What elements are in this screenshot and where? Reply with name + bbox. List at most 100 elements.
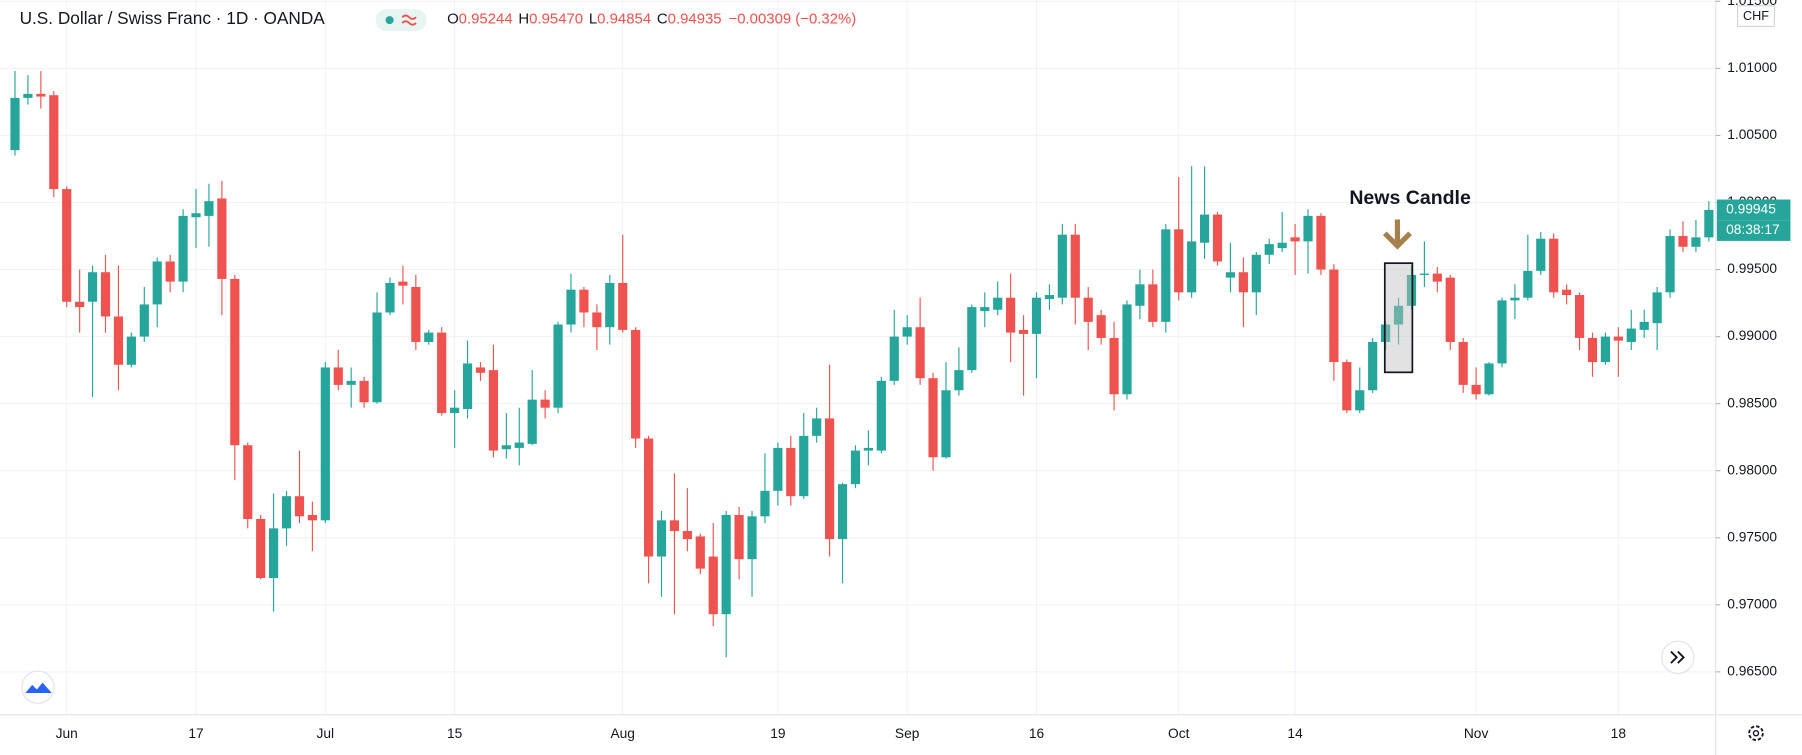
candle-body bbox=[799, 435, 809, 497]
candle-body bbox=[411, 286, 421, 342]
candle-body bbox=[372, 312, 382, 403]
candle-body bbox=[1083, 297, 1093, 322]
candle-body bbox=[1652, 292, 1662, 324]
ohlc-value: 0.95244 bbox=[459, 10, 513, 27]
y-tick-label: 1.01000 bbox=[1727, 60, 1777, 75]
candle-body bbox=[1368, 341, 1378, 391]
logo-icon bbox=[25, 682, 52, 693]
ohlc-key: O bbox=[447, 10, 459, 27]
candle-body bbox=[708, 556, 718, 615]
candle-body bbox=[320, 367, 330, 521]
candle-body bbox=[1148, 284, 1158, 322]
candle-body bbox=[682, 531, 692, 540]
candle-body bbox=[243, 445, 253, 519]
candle-body bbox=[437, 332, 447, 414]
x-tick-label: 15 bbox=[447, 726, 463, 741]
candle-body bbox=[773, 447, 783, 491]
candle-body bbox=[1031, 297, 1042, 334]
candle-body bbox=[1006, 297, 1016, 333]
candle-body bbox=[1018, 329, 1029, 334]
candle-body bbox=[1251, 254, 1261, 293]
countdown-box bbox=[1716, 220, 1791, 241]
candle-body bbox=[1432, 273, 1442, 282]
x-tick-label: 17 bbox=[188, 726, 203, 741]
candle-body bbox=[902, 327, 912, 337]
candle-body bbox=[1044, 295, 1055, 300]
candle-body bbox=[1342, 362, 1352, 411]
ohlc-value: 0.95470 bbox=[529, 10, 583, 27]
candle-body bbox=[1497, 300, 1507, 364]
candle-body bbox=[1070, 234, 1080, 298]
candle-body bbox=[501, 445, 511, 450]
settings-button[interactable] bbox=[1748, 725, 1764, 741]
candle-body bbox=[1290, 237, 1300, 242]
candle-body bbox=[269, 528, 279, 578]
candle-body bbox=[993, 297, 1003, 310]
y-tick-label: 0.99500 bbox=[1727, 261, 1777, 276]
candle-body bbox=[424, 332, 434, 342]
annotation-arrow-head bbox=[1382, 231, 1412, 250]
countdown-text: 08:38:17 bbox=[1726, 222, 1780, 237]
candle-body bbox=[566, 289, 576, 325]
candle-body bbox=[721, 514, 731, 615]
candle-body bbox=[786, 447, 796, 497]
candle-body bbox=[1277, 242, 1287, 249]
x-tick-label: 16 bbox=[1029, 726, 1045, 741]
candle-body bbox=[256, 518, 266, 578]
y-tick-label: 0.99000 bbox=[1727, 328, 1777, 343]
candle-body bbox=[837, 484, 848, 540]
candle-body bbox=[294, 496, 305, 517]
y-tick-label: 0.96500 bbox=[1727, 664, 1777, 679]
candle-body bbox=[475, 367, 486, 373]
ohlc-value: 0.94854 bbox=[597, 10, 651, 27]
candle-body bbox=[579, 289, 589, 313]
ohlc-key: H bbox=[518, 10, 529, 27]
candle-body bbox=[605, 282, 615, 328]
ohlc-key: C bbox=[657, 10, 668, 27]
candle-body bbox=[734, 514, 744, 560]
candle-body bbox=[1562, 289, 1572, 296]
currency-box[interactable] bbox=[1737, 5, 1775, 28]
candle-body bbox=[980, 307, 990, 312]
candle-body bbox=[1665, 236, 1675, 293]
candle-body bbox=[1161, 229, 1171, 322]
candle-body bbox=[100, 272, 111, 317]
candle-body bbox=[178, 215, 188, 282]
candle-body bbox=[915, 327, 925, 379]
x-tick-label: 14 bbox=[1287, 726, 1303, 741]
candle-body bbox=[1471, 384, 1481, 395]
status-pill[interactable] bbox=[375, 9, 427, 32]
candle-body bbox=[1096, 315, 1106, 338]
y-tick-label: 1.00500 bbox=[1727, 127, 1777, 142]
candle-body bbox=[1626, 328, 1636, 342]
candle-body bbox=[49, 95, 59, 190]
candle-body bbox=[889, 336, 899, 381]
currency-label: CHF bbox=[1743, 9, 1769, 23]
candle-body bbox=[139, 304, 149, 337]
candle-body bbox=[230, 278, 240, 446]
change: −0.00309 (−0.32%) bbox=[729, 10, 857, 27]
candle-body bbox=[126, 336, 136, 365]
ohlc-value: 0.94935 bbox=[668, 10, 722, 27]
candle-body bbox=[1600, 336, 1611, 363]
logo-button[interactable] bbox=[21, 670, 55, 704]
candle-body bbox=[1212, 214, 1223, 262]
candle-body bbox=[1587, 337, 1598, 363]
candle-body bbox=[592, 312, 602, 328]
x-tick-label: 19 bbox=[770, 726, 785, 741]
candle-body bbox=[1549, 238, 1559, 293]
data-delay-icon bbox=[401, 14, 417, 26]
x-tick-label: Aug bbox=[610, 726, 635, 741]
candle-body bbox=[1329, 269, 1339, 363]
candle-body bbox=[307, 514, 317, 521]
x-tick-label: Oct bbox=[1168, 726, 1190, 741]
y-tick-label: 0.97000 bbox=[1727, 596, 1777, 611]
candle-body bbox=[333, 367, 343, 385]
candle-body bbox=[514, 442, 524, 448]
y-tick-label: 1.01500 bbox=[1727, 0, 1777, 8]
x-tick-label: Jun bbox=[56, 726, 78, 741]
candle-body bbox=[398, 281, 408, 286]
candle-body bbox=[1574, 295, 1585, 338]
